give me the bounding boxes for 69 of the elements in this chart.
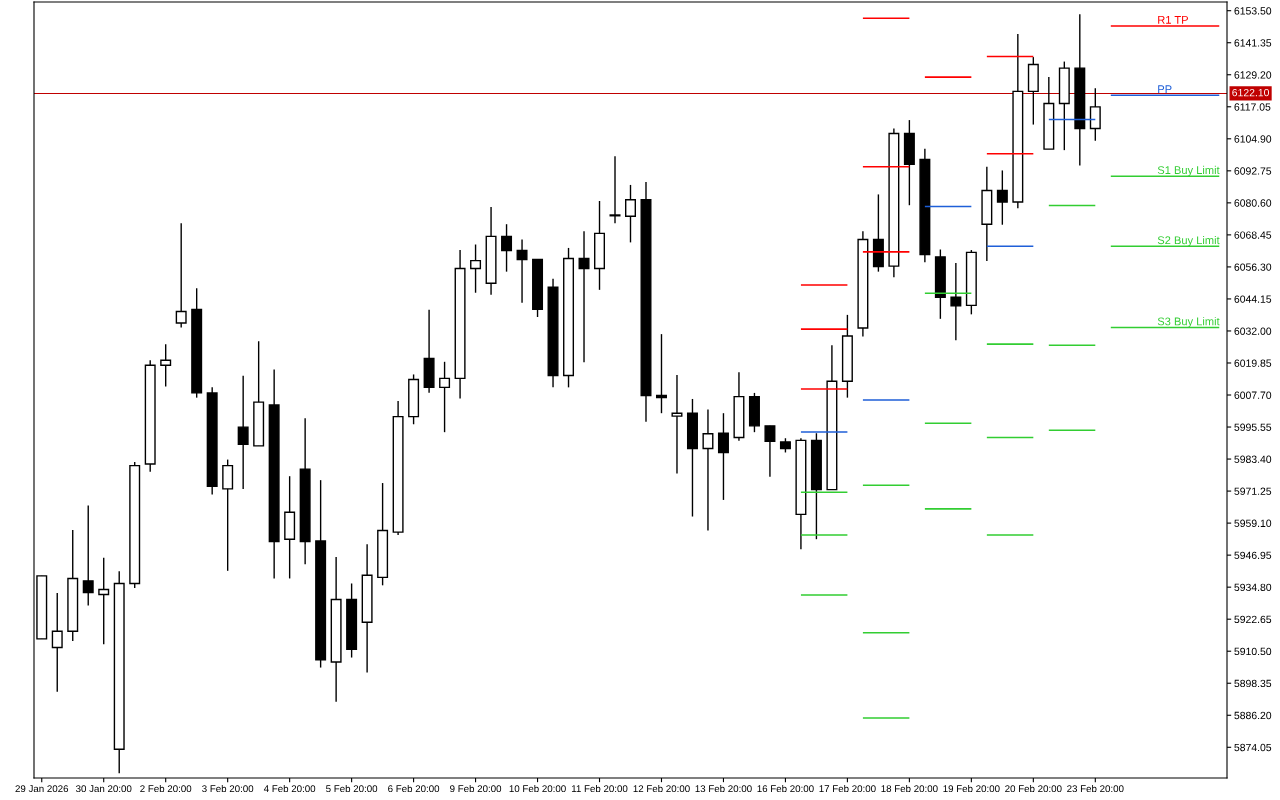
y-tick-label: 5886.20 (1234, 711, 1272, 720)
y-tick-label: 5946.95 (1234, 551, 1272, 560)
candlestick (222, 458, 234, 572)
y-tick-label: 6153.50 (1234, 7, 1272, 15)
candlestick (671, 374, 683, 475)
candlestick (160, 343, 172, 388)
y-tick-label: 6007.70 (1234, 391, 1272, 399)
y-tick-label: 5922.65 (1234, 615, 1272, 624)
y-tick-label: 6117.05 (1234, 103, 1271, 111)
y-tick-label: 6141.35 (1234, 39, 1272, 47)
candlestick (439, 361, 451, 433)
x-tick-label: 18 Feb 20:00 (881, 784, 938, 793)
x-tick-label: 29 Jan 2026 (15, 785, 69, 793)
y-tick-label: 6092.75 (1234, 167, 1272, 175)
candlestick (516, 238, 528, 304)
y-tick-label: 5934.80 (1234, 583, 1272, 592)
candlestick (702, 408, 714, 532)
y-tick-label: 6104.90 (1234, 135, 1272, 143)
series-label: S2 Buy Limit (1157, 235, 1220, 247)
y-tick-label: 5898.35 (1234, 679, 1272, 688)
candlestick (98, 556, 110, 646)
candlestick (996, 169, 1008, 226)
candlestick (82, 504, 94, 607)
series-label: R1 TP (1158, 16, 1188, 24)
candlestick (51, 592, 63, 693)
x-tick-label: 13 Feb 20:00 (695, 784, 752, 793)
y-tick-label: 5910.50 (1234, 647, 1272, 656)
x-tick-label: 3 Feb 20:00 (202, 784, 254, 793)
candlestick (470, 243, 482, 294)
y-tick-label: 5971.25 (1234, 487, 1272, 495)
series-label: S1 Buy Limit (1157, 165, 1220, 177)
x-tick-label: 20 Feb 20:00 (1005, 784, 1062, 793)
x-tick-label: 2 Feb 20:00 (140, 784, 192, 793)
candlestick (609, 155, 621, 224)
x-tick-label: 9 Feb 20:00 (450, 784, 502, 793)
series-label: S3 Buy Limit (1157, 317, 1220, 328)
x-tick-label: 6 Feb 20:00 (388, 784, 440, 793)
x-tick-label: 4 Feb 20:00 (263, 784, 316, 793)
candlestick (578, 230, 590, 364)
y-tick-label: 6129.20 (1234, 71, 1272, 79)
candlestick (237, 375, 249, 490)
y-tick-label: 6056.30 (1234, 263, 1272, 271)
y-tick-label: 5959.10 (1234, 519, 1272, 527)
y-tick-label: 6068.45 (1234, 231, 1272, 239)
candlestick (501, 223, 513, 273)
x-tick-label: 11 Feb 20:00 (571, 784, 628, 793)
x-tick-label: 16 Feb 20:00 (757, 784, 814, 793)
candlestick (175, 222, 187, 329)
series-label: PP (1158, 85, 1172, 93)
x-tick-label: 10 Feb 20:00 (509, 784, 566, 793)
y-tick-label: 5983.40 (1234, 455, 1272, 463)
candlestick (1089, 87, 1101, 142)
x-tick-label: 23 Feb 20:00 (1067, 784, 1124, 793)
candlestick (625, 184, 636, 244)
y-tick-label: 6032.00 (1234, 327, 1272, 335)
y-tick-label: 6044.15 (1234, 295, 1272, 303)
candlestick (950, 262, 962, 341)
y-tick-label: 6080.60 (1234, 199, 1272, 207)
y-tick-label: 6019.85 (1234, 359, 1272, 367)
x-tick-label: 5 Feb 20:00 (326, 784, 378, 793)
x-tick-label: 12 Feb 20:00 (633, 784, 690, 793)
x-tick-label: 30 Jan 20:00 (75, 785, 132, 793)
y-tick-label: 5995.55 (1234, 423, 1272, 431)
ref-line-label: 6122.10 (1232, 88, 1270, 97)
x-tick-label: 17 Feb 20:00 (819, 784, 876, 793)
candlestick (764, 425, 776, 478)
candlestick (717, 412, 729, 501)
x-tick-label: 19 Feb 20:00 (943, 784, 1000, 793)
y-tick-label: 5874.05 (1234, 743, 1272, 752)
